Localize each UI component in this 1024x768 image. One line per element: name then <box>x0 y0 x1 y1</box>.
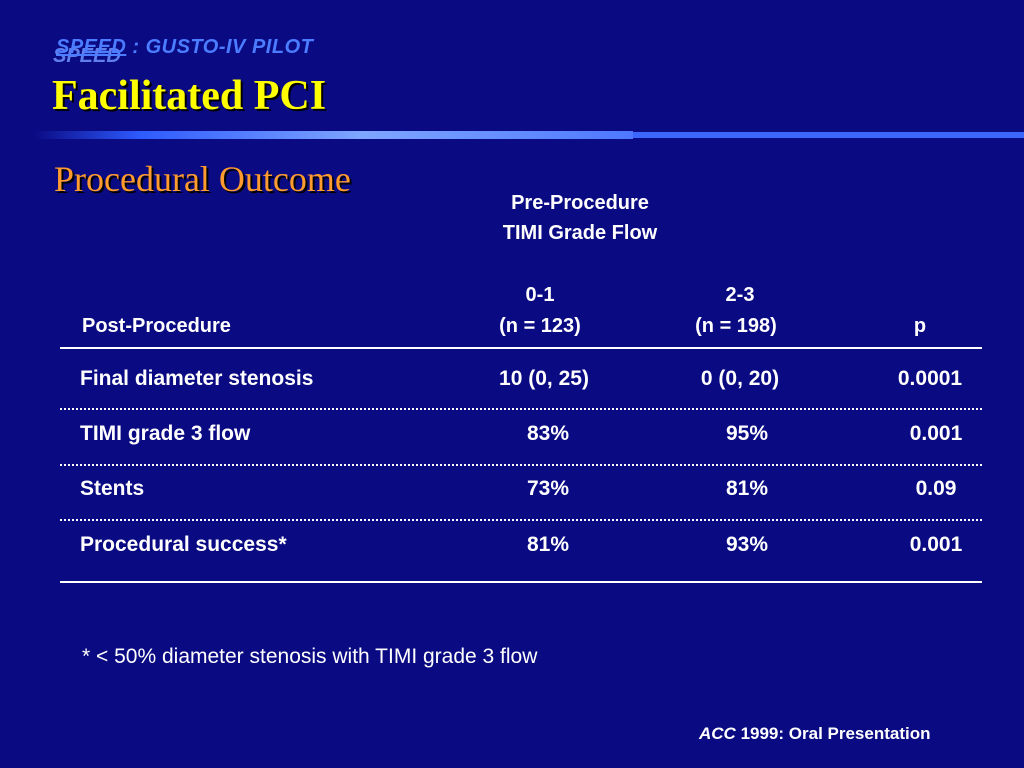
footnote: * < 50% diameter stenosis with TIMI grad… <box>82 645 538 668</box>
slide-title: Facilitated PCI <box>52 73 327 119</box>
title-divider <box>33 131 633 139</box>
row-value-col2: 93% <box>725 533 769 556</box>
row-p-value: 0.0001 <box>897 367 963 390</box>
row-divider <box>60 464 982 466</box>
row-value-col1: 10 (0, 25) <box>499 367 589 390</box>
row-value-col2: 0 (0, 20) <box>700 367 780 390</box>
citation-text: 1999: Oral Presentation <box>735 724 931 743</box>
row-label: Stents <box>80 477 145 500</box>
group-header-line1: Pre-Procedure <box>511 192 649 214</box>
row-header: Post-Procedure <box>82 315 231 337</box>
row-value-col2: 81% <box>725 477 769 500</box>
row-divider <box>60 519 982 521</box>
row-label: Final diameter stenosis <box>80 367 314 390</box>
header-rule <box>60 347 982 349</box>
col2-grade-header: 2-3 <box>725 284 755 306</box>
row-value-col1: 73% <box>526 477 570 500</box>
row-p-value: 0.09 <box>915 477 957 500</box>
title-divider-right <box>633 132 1024 138</box>
trial-header: SPEED : GUSTO-IV PILOT <box>56 36 313 59</box>
citation: ACC 1999: Oral Presentation <box>699 724 930 744</box>
program-label-shadow: SPEED <box>53 45 121 67</box>
row-p-value: 0.001 <box>909 533 963 556</box>
col1-n-header: (n = 123) <box>499 315 581 337</box>
row-divider <box>60 408 982 410</box>
table-bottom-rule <box>60 581 982 583</box>
col2-n-header: (n = 198) <box>695 315 777 337</box>
row-label: TIMI grade 3 flow <box>80 422 251 445</box>
row-label: Procedural success* <box>80 533 287 556</box>
row-value-col2: 95% <box>725 422 769 445</box>
section-title: Procedural Outcome <box>54 159 351 199</box>
trial-name: : GUSTO-IV PILOT <box>126 36 314 58</box>
row-value-col1: 83% <box>526 422 570 445</box>
row-value-col1: 81% <box>526 533 570 556</box>
group-header-line2: TIMI Grade Flow <box>502 222 658 244</box>
program-label: SPEED <box>56 36 127 58</box>
col1-grade-header: 0-1 <box>525 284 555 306</box>
p-header: p <box>913 315 927 337</box>
row-p-value: 0.001 <box>909 422 963 445</box>
citation-source: ACC <box>699 724 736 743</box>
